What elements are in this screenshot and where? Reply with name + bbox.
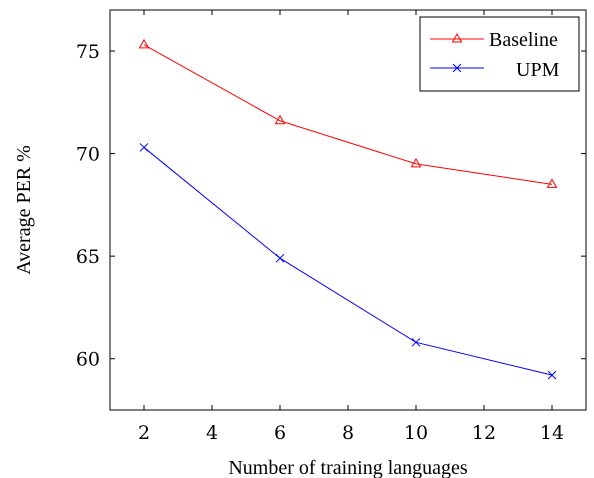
x-tick-label: 8 xyxy=(342,422,354,444)
data-point-upm xyxy=(547,370,557,380)
x-tick-label: 12 xyxy=(472,422,496,444)
series-layer xyxy=(138,38,558,380)
legend: Baseline UPM xyxy=(419,16,580,92)
axis-ticks: 2 4 6 8 10 12 14 60 65 70 75 xyxy=(76,10,586,444)
y-axis-label: Average PER % xyxy=(13,145,35,275)
legend-label-upm: UPM xyxy=(516,59,560,81)
data-point-upm xyxy=(139,143,149,152)
legend-marker-upm xyxy=(452,63,462,73)
data-point-upm xyxy=(411,337,421,347)
data-point-baseline xyxy=(410,157,422,168)
data-point-baseline xyxy=(546,178,558,188)
legend-label-baseline: Baseline xyxy=(489,29,558,51)
y-tick-label: 60 xyxy=(76,349,100,371)
data-point-baseline xyxy=(274,114,286,125)
x-tick-label: 2 xyxy=(138,422,150,444)
series-line-upm xyxy=(143,147,553,376)
data-point-baseline xyxy=(138,38,150,49)
x-tick-label: 14 xyxy=(540,422,564,444)
x-tick-label: 10 xyxy=(404,422,428,444)
y-tick-label: 70 xyxy=(76,144,100,166)
x-tick-label: 4 xyxy=(206,422,218,444)
y-tick-label: 65 xyxy=(76,246,100,268)
legend-box xyxy=(419,16,580,92)
series-line-baseline xyxy=(143,44,553,185)
y-tick-label: 75 xyxy=(76,41,100,63)
x-axis-label: Number of training languages xyxy=(228,457,468,478)
legend-marker-baseline xyxy=(451,32,463,43)
data-point-upm xyxy=(275,253,285,263)
x-tick-label: 6 xyxy=(274,422,286,444)
